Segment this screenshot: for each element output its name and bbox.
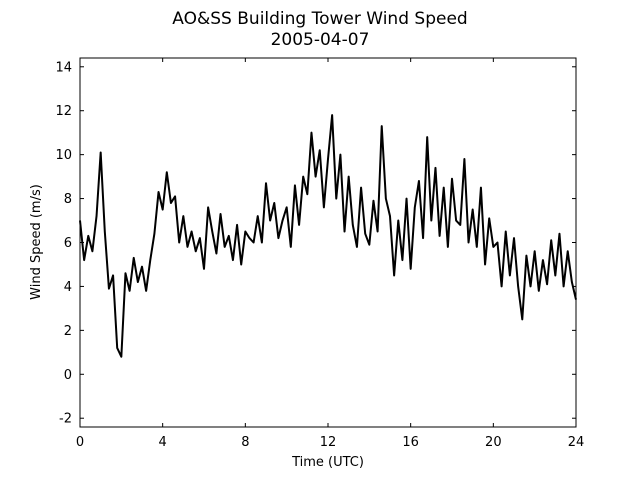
y-tick-label: -2 <box>59 412 72 427</box>
plot-frame <box>79 57 577 428</box>
x-tick-label: 0 <box>76 435 84 450</box>
x-tick-label: 20 <box>485 435 502 450</box>
data-line <box>79 114 577 358</box>
chart-subtitle: 2005-04-07 <box>271 30 370 50</box>
x-axis-label: Time (UTC) <box>291 455 364 470</box>
x-tick-label: 24 <box>568 435 585 450</box>
y-tick-label: 4 <box>64 280 72 295</box>
chart-title: AO&SS Building Tower Wind Speed <box>172 9 467 29</box>
y-tick-label: 6 <box>64 236 72 251</box>
y-tick-label: 10 <box>55 148 72 163</box>
y-tick-label: 14 <box>55 60 72 75</box>
y-axis-label: Wind Speed (m/s) <box>29 184 44 300</box>
y-tick-label: 2 <box>64 324 72 339</box>
x-tick-label: 16 <box>402 435 419 450</box>
x-tick-label: 12 <box>320 435 337 450</box>
y-tick-label: 8 <box>64 192 72 207</box>
y-tick-label: 0 <box>64 368 72 383</box>
y-tick-label: 12 <box>55 104 72 119</box>
x-tick-label: 8 <box>241 435 249 450</box>
x-tick-label: 4 <box>159 435 167 450</box>
